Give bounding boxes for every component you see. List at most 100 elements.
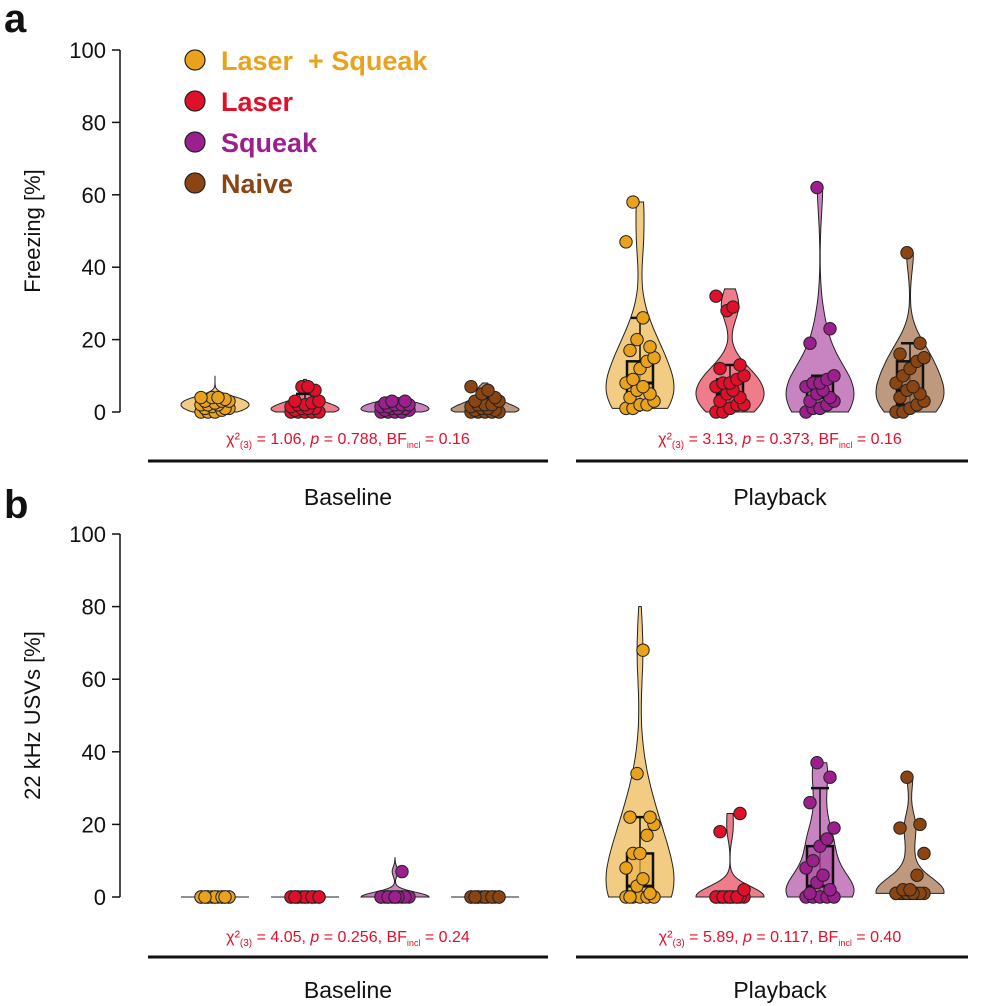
stat-df: (3) <box>672 440 684 451</box>
stat-df: (3) <box>673 938 685 949</box>
data-point <box>385 394 399 408</box>
data-point <box>823 883 837 897</box>
y-tick-label: 20 <box>82 812 106 837</box>
legend-marker <box>184 131 206 153</box>
data-point <box>893 347 907 361</box>
data-point <box>913 336 927 350</box>
stat-annotation: χ²(3) = 1.06, p = 0.788, BFincl = 0.16 <box>226 431 470 451</box>
y-tick-label: 20 <box>82 328 106 353</box>
data-point <box>803 886 817 901</box>
stat-p: p <box>742 929 752 946</box>
y-tick-label: 40 <box>82 740 106 765</box>
y-tick-label: 100 <box>69 38 106 63</box>
data-point <box>623 890 637 904</box>
data-point <box>194 390 208 405</box>
y-tick-label: 60 <box>82 183 106 208</box>
stat-chi: χ² <box>658 431 672 448</box>
data-point <box>823 770 837 784</box>
data-point <box>816 868 830 882</box>
phase-label: Playback <box>733 484 827 510</box>
data-point <box>820 832 834 846</box>
stat-bf-value: = 0.24 <box>420 929 469 946</box>
data-point <box>630 766 644 781</box>
data-point <box>218 890 232 904</box>
stat-chi: χ² <box>226 929 240 946</box>
stat-p: p <box>309 929 319 946</box>
stat-bf-sub: incl <box>407 440 421 450</box>
stat-p: p <box>741 431 751 448</box>
data-point <box>810 755 824 770</box>
stat-annotation: χ²(3) = 4.05, p = 0.256, BFincl = 0.24 <box>226 929 470 949</box>
data-point <box>626 195 640 209</box>
data-point <box>709 289 723 303</box>
stat-annotation: χ²(3) = 3.13, p = 0.373, BFincl = 0.16 <box>658 431 902 451</box>
data-point <box>713 824 727 839</box>
stat-chi: χ² <box>226 431 240 448</box>
data-point <box>917 846 931 861</box>
legend-marker <box>184 90 206 112</box>
data-point <box>619 861 633 875</box>
legend-label: Laser + Squeak <box>221 46 428 76</box>
data-point <box>619 235 633 249</box>
data-point <box>492 890 506 904</box>
data-point <box>636 872 650 886</box>
panel-letter: b <box>4 483 28 527</box>
legend-label: Laser <box>221 87 294 117</box>
stat-p: p <box>309 431 319 448</box>
stat-p-value: = 0.788, BF <box>319 431 407 448</box>
violin <box>360 857 430 898</box>
legend-marker <box>184 49 206 71</box>
stat-bf-sub: incl <box>838 938 852 948</box>
stat-annotation: χ²(3) = 5.89, p = 0.117, BFincl = 0.40 <box>659 929 902 949</box>
legend-marker <box>184 172 206 194</box>
data-point <box>626 372 640 387</box>
stat-bf-value: = 0.40 <box>852 929 901 946</box>
stat-chi-value: = 1.06, <box>252 431 310 448</box>
data-point <box>640 828 654 842</box>
y-axis-label: Freezing [%] <box>20 169 45 293</box>
stat-p-value: = 0.256, BF <box>319 929 407 946</box>
stat-bf-sub: incl <box>407 938 421 948</box>
phase-label: Baseline <box>304 484 392 510</box>
stat-bf-sub: incl <box>839 440 853 450</box>
y-tick-label: 60 <box>82 667 106 692</box>
data-point <box>903 883 917 897</box>
data-point <box>806 854 820 868</box>
data-point <box>910 868 924 882</box>
data-point <box>198 890 212 904</box>
stat-chi-value: = 3.13, <box>684 431 742 448</box>
data-point <box>464 379 478 394</box>
data-point <box>803 795 817 810</box>
y-tick-label: 100 <box>69 522 106 547</box>
stat-p-value: = 0.117, BF <box>752 929 839 946</box>
data-point <box>643 886 657 901</box>
data-point <box>468 890 482 904</box>
data-point <box>810 180 824 195</box>
data-point <box>823 322 837 336</box>
data-point <box>633 846 647 861</box>
data-point <box>636 311 650 325</box>
data-point <box>630 332 644 347</box>
data-point <box>481 383 495 397</box>
data-point <box>827 369 841 383</box>
data-point <box>395 864 409 879</box>
data-point <box>906 379 920 394</box>
data-point <box>917 351 931 365</box>
data-point <box>913 817 927 832</box>
violin <box>695 813 765 898</box>
stat-p-value: = 0.373, BF <box>751 431 839 448</box>
stat-bf-value: = 0.16 <box>420 431 469 448</box>
legend-label: Naive <box>221 169 293 199</box>
stat-df: (3) <box>240 440 252 451</box>
legend-label: Squeak <box>221 128 318 158</box>
stat-df: (3) <box>240 938 252 949</box>
data-point <box>623 810 637 824</box>
data-point <box>623 343 637 358</box>
data-point <box>803 336 817 350</box>
data-point <box>737 883 751 897</box>
data-point <box>636 643 650 657</box>
y-tick-label: 0 <box>94 885 106 910</box>
data-point <box>733 806 747 821</box>
panel-letter: a <box>4 0 27 41</box>
